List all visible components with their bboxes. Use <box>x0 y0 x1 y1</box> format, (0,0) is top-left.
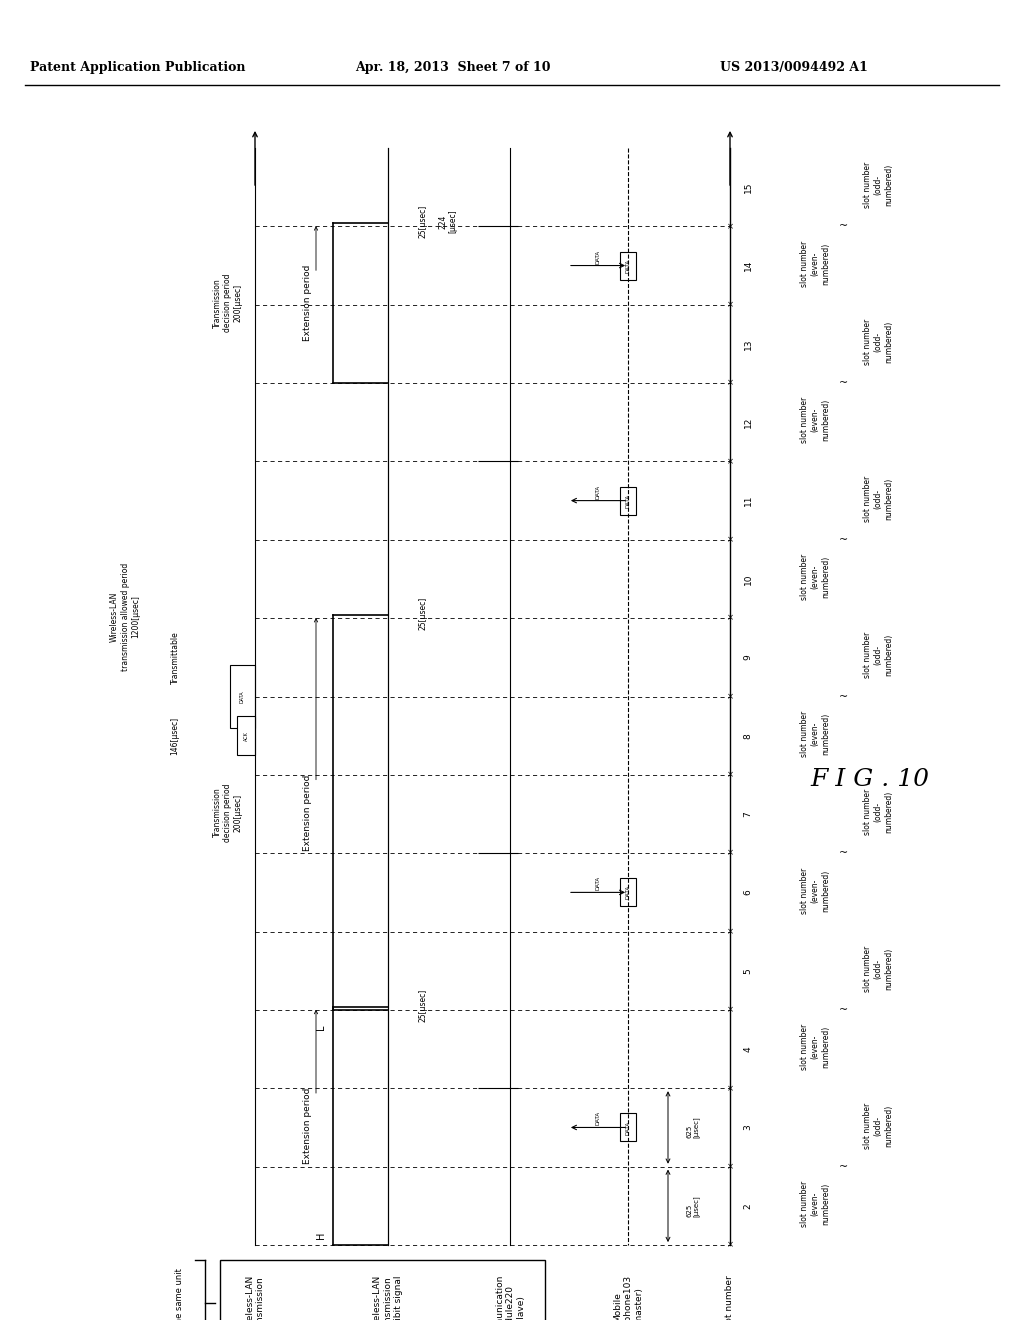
Text: Extension period: Extension period <box>303 775 312 850</box>
Text: Apr. 18, 2013  Sheet 7 of 10: Apr. 18, 2013 Sheet 7 of 10 <box>355 62 551 74</box>
Text: slot number
(even-
numbered): slot number (even- numbered) <box>800 397 829 444</box>
Text: slot number
(even-
numbered): slot number (even- numbered) <box>800 710 829 756</box>
Text: DATA: DATA <box>240 690 245 702</box>
Text: ~: ~ <box>839 849 848 858</box>
Text: slot number
(even-
numbered): slot number (even- numbered) <box>800 1180 829 1228</box>
Text: slot number
(odd-
numbered): slot number (odd- numbered) <box>863 945 893 991</box>
Text: 12: 12 <box>743 417 753 428</box>
Text: 6: 6 <box>743 890 753 895</box>
Text: ~: ~ <box>839 692 848 701</box>
Text: Wireless-LAN
transmission: Wireless-LAN transmission <box>246 1275 264 1320</box>
Text: ×: × <box>726 379 733 388</box>
Text: ×: × <box>726 1241 733 1250</box>
Text: 3: 3 <box>743 1125 753 1130</box>
Text: slot number
(odd-
numbered): slot number (odd- numbered) <box>863 162 893 209</box>
Text: 625
[μsec]: 625 [μsec] <box>686 1195 699 1217</box>
Bar <box>230 665 255 727</box>
Text: ×: × <box>726 1162 733 1171</box>
Text: 4: 4 <box>743 1047 753 1052</box>
Text: slot number
(odd-
numbered): slot number (odd- numbered) <box>863 632 893 678</box>
Text: Mobile
telephone103
(master): Mobile telephone103 (master) <box>613 1275 643 1320</box>
Text: Transmittable: Transmittable <box>171 631 179 684</box>
Text: slot number
(odd-
numbered): slot number (odd- numbered) <box>863 1102 893 1148</box>
Text: 10: 10 <box>743 573 753 585</box>
Text: 13: 13 <box>743 338 753 350</box>
Text: US 2013/0094492 A1: US 2013/0094492 A1 <box>720 62 868 74</box>
Text: 11: 11 <box>743 495 753 507</box>
Text: ~: ~ <box>839 1162 848 1172</box>
Text: DATA: DATA <box>626 494 631 508</box>
Text: 7: 7 <box>743 812 753 817</box>
Bar <box>237 715 255 755</box>
Text: ~: ~ <box>839 1005 848 1015</box>
Text: ×: × <box>726 771 733 779</box>
Text: slot number
(even-
numbered): slot number (even- numbered) <box>800 554 829 601</box>
Bar <box>620 252 636 280</box>
Text: ~: ~ <box>839 535 848 545</box>
Text: Wireless-LAN
transmission
inhibit signal: Wireless-LAN transmission inhibit signal <box>373 1275 402 1320</box>
Text: 25[μsec]: 25[μsec] <box>418 205 427 239</box>
Text: ×: × <box>726 927 733 936</box>
Text: slot number
(odd-
numbered): slot number (odd- numbered) <box>863 475 893 521</box>
Text: DATA: DATA <box>596 249 600 264</box>
Text: ×: × <box>726 536 733 544</box>
Text: Wireless-LAN
transmission allowed period
1200[μsec]: Wireless-LAN transmission allowed period… <box>111 562 140 671</box>
Text: ACK: ACK <box>244 731 249 741</box>
Text: DATA: DATA <box>596 876 600 891</box>
Text: 25[μsec]: 25[μsec] <box>418 597 427 630</box>
Text: 625
[μsec]: 625 [μsec] <box>686 1117 699 1138</box>
Text: H: H <box>316 1232 326 1238</box>
Text: Extension period: Extension period <box>303 265 312 342</box>
Text: DATA: DATA <box>596 1111 600 1126</box>
Text: F I G . 10: F I G . 10 <box>811 768 930 792</box>
Text: L: L <box>316 1024 326 1030</box>
Text: Extension period: Extension period <box>303 1088 312 1164</box>
Text: Slot number: Slot number <box>725 1275 734 1320</box>
Text: slot number
(odd-
numbered): slot number (odd- numbered) <box>863 318 893 366</box>
Text: DATA: DATA <box>596 484 600 499</box>
Bar <box>620 487 636 515</box>
Bar <box>220 1261 545 1320</box>
Text: slot number
(odd-
numbered): slot number (odd- numbered) <box>863 789 893 836</box>
Text: ×: × <box>726 614 733 623</box>
Bar <box>620 1114 636 1142</box>
Text: 9: 9 <box>743 655 753 660</box>
Text: 224
[μsec]: 224 [μsec] <box>438 210 458 234</box>
Text: 5: 5 <box>743 968 753 974</box>
Text: ×: × <box>726 1006 733 1015</box>
Text: ×: × <box>726 849 733 858</box>
Text: In the same unit: In the same unit <box>175 1269 184 1320</box>
Text: slot number
(even-
numbered): slot number (even- numbered) <box>800 867 829 913</box>
Text: Transmission
decision period
200[μsec]: Transmission decision period 200[μsec] <box>213 783 243 842</box>
Text: ~: ~ <box>839 222 848 231</box>
Text: 15: 15 <box>743 181 753 193</box>
Text: slot number
(even-
numbered): slot number (even- numbered) <box>800 1024 829 1071</box>
Text: 2: 2 <box>743 1203 753 1209</box>
Text: ×: × <box>726 1084 733 1093</box>
Text: ×: × <box>726 457 733 466</box>
Text: DATA: DATA <box>626 1121 631 1134</box>
Text: DATA: DATA <box>626 259 631 273</box>
Text: DATA: DATA <box>626 886 631 899</box>
Text: 8: 8 <box>743 733 753 739</box>
Text: Patent Application Publication: Patent Application Publication <box>30 62 246 74</box>
Bar <box>620 878 636 907</box>
Text: Communication
module220
(Slave): Communication module220 (Slave) <box>495 1275 525 1320</box>
Text: 25[μsec]: 25[μsec] <box>418 989 427 1022</box>
Text: 14: 14 <box>743 260 753 271</box>
Text: Transmission
decision period
200[μsec]: Transmission decision period 200[μsec] <box>213 273 243 333</box>
Text: ×: × <box>726 692 733 701</box>
Text: ×: × <box>726 300 733 309</box>
Text: 146[μsec]: 146[μsec] <box>171 717 179 755</box>
Text: ×: × <box>726 222 733 231</box>
Text: slot number
(even-
numbered): slot number (even- numbered) <box>800 240 829 286</box>
Text: ~: ~ <box>839 378 848 388</box>
